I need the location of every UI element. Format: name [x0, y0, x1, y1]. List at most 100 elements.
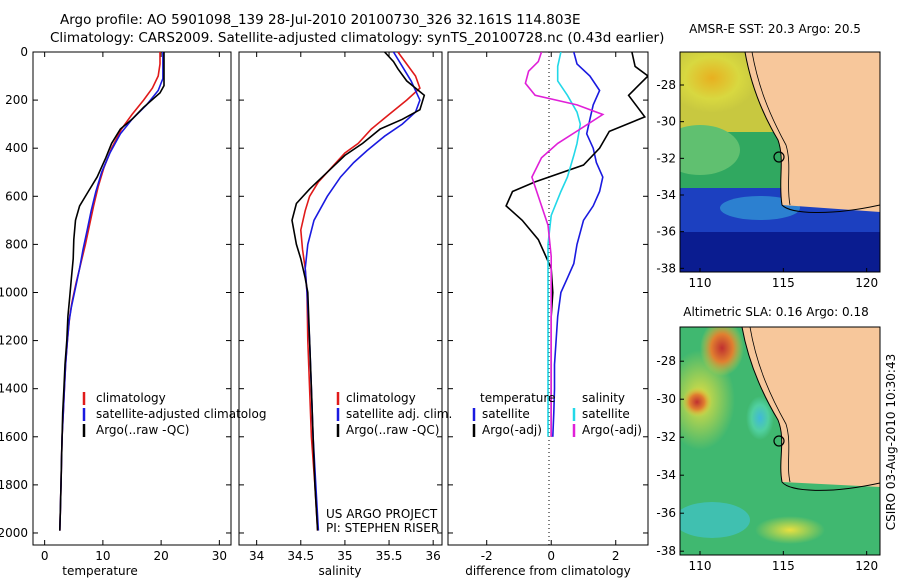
credit-timestamp: CSIRO 03-Aug-2010 10:30:43 [884, 354, 898, 530]
y-tick-label: 800 [5, 237, 28, 251]
temperature-ticks: 0 10 20 30 0 200 400 600 800 1000 1200 1400 1600 1800… [0, 45, 231, 563]
series-line-satellite [304, 52, 421, 531]
sst-argo-marker [773, 151, 785, 163]
map-y-tick-label: -36 [656, 506, 676, 520]
map-x-tick-label: 110 [689, 559, 712, 573]
x-tick-label: 36 [426, 549, 441, 563]
sla-map-title: Altimetric SLA: 0.16 Argo: 0.18 [683, 305, 868, 319]
x-tick-label: 10 [95, 549, 110, 563]
salinity-panel: 34 34.5 35 35.5 36 salinity climatology sate… [238, 51, 452, 578]
y-tick-label: 1600 [0, 430, 28, 444]
difference-series [505, 52, 648, 437]
salinity-ticks: 34 34.5 35 35.5 36 [239, 51, 442, 563]
y-tick-label: 400 [5, 141, 28, 155]
map-y-tick-label: -32 [656, 430, 676, 444]
legend-temp-satellite-label: satellite [482, 407, 530, 421]
sla-cyan-eddy [746, 396, 774, 440]
legend-satellite-label: satellite adj. clim. [346, 407, 452, 421]
map-y-tick-label: -28 [656, 354, 676, 368]
project-annotation: US ARGO PROJECT [326, 507, 438, 521]
map-x-tick-label: 110 [689, 276, 712, 290]
sst-shelf-contour [751, 52, 791, 206]
map-y-tick-label: -38 [656, 544, 676, 558]
legend-temp-argo-label: Argo(-adj) [482, 423, 542, 437]
australia-landmass [745, 52, 880, 212]
x-tick-label: 34.5 [287, 549, 314, 563]
y-tick-label: 1400 [0, 382, 28, 396]
sla-argo-marker [773, 435, 785, 447]
map-y-tick-label: -36 [656, 225, 676, 239]
sst-map-ticks: 110 115 120 -28 -30 -32 -34 -36 -38 [656, 78, 878, 290]
x-tick-label: 35.5 [376, 549, 403, 563]
sla-red-north [700, 327, 744, 376]
temperature-series [59, 52, 165, 531]
legend-salinity-heading: salinity [582, 391, 625, 405]
sst-warm-core [680, 52, 757, 113]
x-tick-label: 0 [41, 549, 49, 563]
x-tick-label: 20 [153, 549, 168, 563]
sla-map-field [680, 327, 880, 555]
sst-mid-band [680, 125, 740, 175]
sla-coastline [741, 327, 880, 491]
map-y-tick-label: -34 [656, 468, 676, 482]
legend-argo-label: Argo(..raw -QC) [96, 423, 189, 437]
salinity-axes-frame [238, 51, 443, 546]
temperature-axes-frame [32, 51, 232, 546]
sst-south-colder [680, 232, 880, 272]
sla-red-west [682, 387, 712, 417]
map-y-tick-label: -38 [656, 261, 676, 275]
y-tick-label: 1000 [0, 285, 28, 299]
legend-satellite-label: satellite-adjusted climatolog [96, 407, 266, 421]
map-x-tick-label: 115 [772, 559, 795, 573]
map-y-tick-label: -32 [656, 151, 676, 165]
map-y-tick-label: -28 [656, 78, 676, 92]
header-line1: Argo profile: AO 5901098_139 28-Jul-2010… [60, 12, 581, 28]
y-tick-label: 2000 [0, 526, 28, 540]
header-line2: Climatology: CARS2009. Satellite-adjuste… [50, 30, 664, 46]
legend-argo-label: Argo(..raw -QC) [346, 423, 439, 437]
difference-axes-frame [447, 51, 649, 546]
series-line-argo-raw-qc- [59, 52, 165, 531]
sla-map-frame [679, 326, 881, 556]
series-line-salinity-satellite [547, 52, 582, 437]
sst-coastline [744, 52, 880, 214]
salinity-series [291, 52, 426, 531]
salinity-xlabel: salinity [318, 564, 361, 578]
map-y-tick-label: -30 [656, 115, 676, 129]
series-line-argo-raw-qc- [291, 52, 426, 531]
y-tick-label: 1800 [0, 478, 28, 492]
x-tick-label: 2 [612, 549, 620, 563]
x-tick-label: -2 [481, 549, 493, 563]
salinity-legend: climatology satellite adj. clim. Argo(..… [336, 391, 452, 437]
temperature-xlabel: temperature [62, 564, 137, 578]
legend-climatology-label: climatology [346, 391, 416, 405]
legend-sal-argo-label: Argo(-adj) [582, 423, 642, 437]
difference-xlabel: difference from climatology [465, 564, 631, 578]
series-line-satellite [59, 52, 164, 531]
sla-map-panel: Altimetric SLA: 0.16 Argo: 0.18 110 115 12… [656, 305, 881, 573]
sla-map-ticks: 110 115 120 -28 -30 -32 -34 -36 -38 [656, 354, 878, 573]
x-tick-label: 34 [249, 549, 264, 563]
y-tick-label: 600 [5, 189, 28, 203]
sst-map-field [680, 52, 880, 272]
legend-temperature-heading: temperature [480, 391, 555, 405]
difference-panel: -2 0 2 difference from climatology tempera… [447, 51, 649, 578]
sst-map-frame [679, 51, 881, 273]
y-tick-label: 0 [20, 45, 28, 59]
legend-climatology-label: climatology [96, 391, 166, 405]
temperature-panel: 0 10 20 30 0 200 400 600 800 1000 1200 1400 1600 1800… [0, 45, 266, 578]
series-line-temperature-satellite [552, 52, 604, 437]
sla-south-band [680, 502, 750, 538]
sla-shelf-contour [749, 327, 791, 483]
map-y-tick-label: -30 [656, 392, 676, 406]
map-y-tick-label: -34 [656, 188, 676, 202]
x-tick-label: 35 [337, 549, 352, 563]
x-tick-label: 30 [212, 549, 227, 563]
y-tick-label: 200 [5, 93, 28, 107]
sst-front [720, 196, 800, 220]
sst-map-panel: AMSR-E SST: 20.3 Argo: 20.5 110 115 120 -28… [656, 22, 881, 290]
legend-sal-satellite-label: satellite [582, 407, 630, 421]
map-x-tick-label: 120 [855, 276, 878, 290]
x-tick-label: 0 [547, 549, 555, 563]
